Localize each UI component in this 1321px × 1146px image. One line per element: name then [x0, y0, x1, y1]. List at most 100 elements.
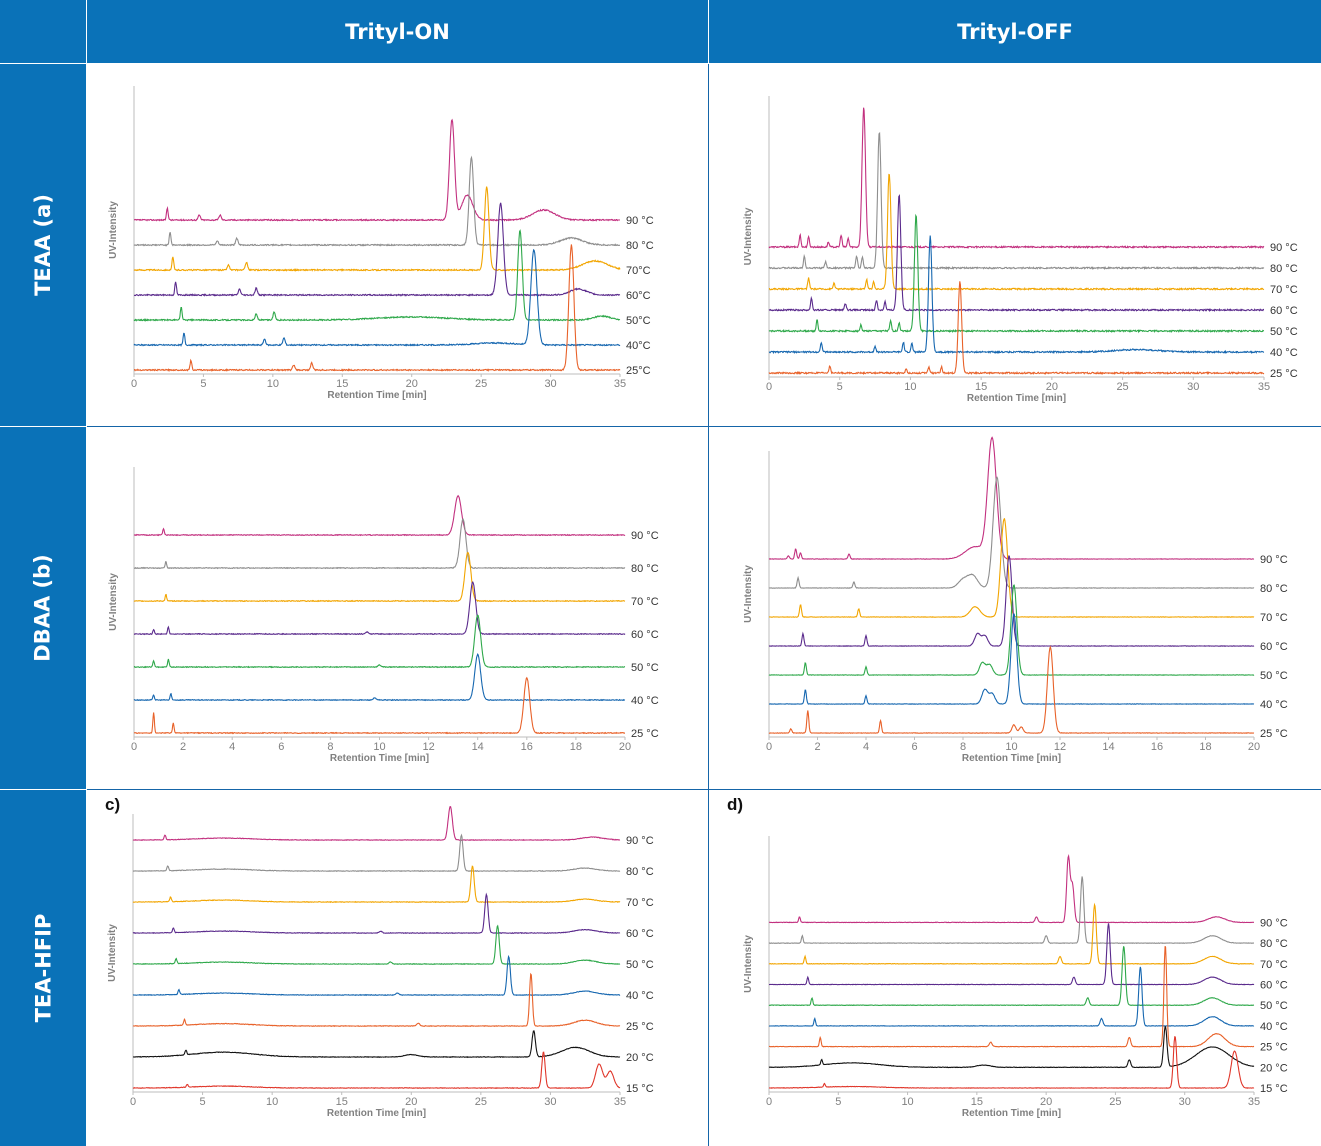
- series-line-70: [768, 902, 1255, 965]
- series-label: 60 °C: [631, 629, 659, 641]
- series-line-90: [768, 107, 1265, 249]
- row-header-label: TEAA (a): [31, 194, 56, 296]
- x-axis-title: Retention Time [min]: [962, 753, 1061, 764]
- x-tick-label: 2: [180, 741, 186, 753]
- series-label: 50 °C: [626, 959, 654, 971]
- series-line-90: [768, 436, 1255, 560]
- series-line-60: [768, 555, 1255, 647]
- chromatogram-chart: 0 5 10 15 20 25 30 35 Retention Time [min] UV-Int…: [105, 795, 654, 1119]
- series-line-90: [769, 853, 1254, 924]
- chart-cell-dbaa-trityl-on: 0 2 4 6 8 10 12 14 16 18 20 Retention Time [min] UV-…: [87, 427, 708, 789]
- row-header-label: TEA-HFIP: [31, 913, 56, 1023]
- chart-cell-dbaa-trityl-off: 0 2 4 6 8 10 12 14 16 18 20 Retention Time [min] UV-…: [709, 427, 1321, 789]
- series-label: 40 °C: [1260, 699, 1288, 711]
- series-label: 25°C: [626, 365, 651, 377]
- x-tick-label: 20: [619, 741, 631, 753]
- series-label: 80 °C: [1260, 938, 1288, 950]
- series-label: 15 °C: [626, 1083, 654, 1095]
- grid-line: [708, 64, 709, 1146]
- x-tick-label: 14: [1102, 741, 1114, 753]
- column-header-trityl-off: Trityl-OFF: [709, 0, 1321, 63]
- series-line-40: [768, 235, 1265, 355]
- series-label: 80 °C: [626, 240, 654, 252]
- series-label: 50 °C: [1260, 1000, 1288, 1012]
- x-tick-label: 20: [1046, 381, 1058, 393]
- series-line-60: [768, 194, 1264, 313]
- x-tick-label: 10: [373, 741, 385, 753]
- series-label: 70 °C: [1260, 612, 1288, 624]
- x-tick-label: 30: [544, 378, 556, 390]
- series-line-60: [769, 923, 1255, 986]
- series-label: 60°C: [626, 290, 651, 302]
- x-tick-label: 0: [131, 378, 137, 390]
- x-tick-label: 30: [1179, 1096, 1191, 1108]
- series-line-90: [132, 805, 621, 842]
- series-label: 60 °C: [1260, 980, 1288, 992]
- series-label: 25 °C: [1260, 728, 1288, 740]
- x-axis-title: Retention Time [min]: [330, 753, 429, 764]
- series-label: 70 °C: [1270, 284, 1298, 296]
- column-header-trityl-on: Trityl-ON: [87, 0, 708, 63]
- series-line-15: [768, 1036, 1255, 1089]
- series-label: 25 °C: [631, 728, 659, 740]
- panel-label: c): [105, 795, 120, 814]
- chart-cell-teaa-trityl-on: 0 5 10 15 20 25 30 35 Retention Time [min] UV-Int…: [87, 64, 708, 426]
- grid-line: [87, 789, 1321, 790]
- series-line-70: [769, 173, 1265, 292]
- x-axis-title: Retention Time [min]: [327, 390, 426, 401]
- series-label: 50 °C: [631, 662, 659, 674]
- series-label: 80 °C: [626, 866, 654, 878]
- row-header-dbaa: DBAA (b): [0, 427, 86, 789]
- row-header-teaa: TEAA (a): [0, 64, 86, 426]
- chromatogram-chart: 0 5 10 15 20 25 30 35 Retention Time [min] UV-Int…: [727, 795, 1288, 1119]
- chromatogram-chart: 0 5 10 15 20 25 30 35 Retention Time [min] UV-Int…: [108, 86, 654, 401]
- y-axis-title: UV-Intensity: [108, 201, 119, 259]
- series-line-25: [768, 281, 1265, 376]
- series-label: 60 °C: [626, 928, 654, 940]
- series-line-80: [768, 476, 1255, 589]
- x-axis-title: Retention Time [min]: [967, 393, 1066, 404]
- series-label: 70 °C: [631, 596, 659, 608]
- series-label: 25 °C: [1270, 368, 1298, 380]
- x-tick-label: 20: [405, 1096, 417, 1108]
- x-tick-label: 6: [278, 741, 284, 753]
- x-tick-label: 25: [1109, 1096, 1121, 1108]
- series-label: 60 °C: [1260, 641, 1288, 653]
- row-header-label: DBAA (b): [31, 554, 56, 662]
- y-axis-title: UV-Intensity: [743, 935, 754, 993]
- x-tick-label: 6: [911, 741, 917, 753]
- x-tick-label: 16: [521, 741, 533, 753]
- series-line-25: [769, 945, 1255, 1048]
- series-line-80: [132, 833, 621, 873]
- x-tick-label: 5: [837, 381, 843, 393]
- series-line-15: [132, 1051, 621, 1090]
- chromatogram-chart: 0 2 4 6 8 10 12 14 16 18 20 Retention Time [min] UV-…: [108, 467, 659, 764]
- x-tick-label: 0: [766, 1096, 772, 1108]
- series-line-40: [769, 613, 1255, 705]
- grid-line: [87, 426, 1321, 427]
- series-label: 40 °C: [626, 990, 654, 1002]
- series-line-90: [134, 118, 620, 222]
- series-line-80: [768, 876, 1254, 945]
- x-tick-label: 0: [131, 741, 137, 753]
- x-tick-label: 10: [1005, 741, 1017, 753]
- series-label: 60 °C: [1270, 305, 1298, 317]
- series-line-25: [132, 972, 621, 1028]
- series-label: 40 °C: [1260, 1021, 1288, 1033]
- series-line-70: [133, 551, 626, 603]
- series-label: 90 °C: [1260, 917, 1288, 929]
- x-tick-label: 8: [960, 741, 966, 753]
- x-tick-label: 4: [229, 741, 235, 753]
- x-tick-label: 15: [336, 378, 348, 390]
- x-tick-label: 0: [130, 1096, 136, 1108]
- x-tick-label: 0: [766, 741, 772, 753]
- series-label: 70°C: [626, 265, 651, 277]
- x-tick-label: 5: [835, 1096, 841, 1108]
- series-line-50: [768, 946, 1255, 1007]
- x-tick-label: 10: [267, 378, 279, 390]
- series-label: 90 °C: [626, 215, 654, 227]
- series-label: 40 °C: [1270, 347, 1298, 359]
- x-tick-label: 30: [544, 1096, 556, 1108]
- x-tick-label: 5: [200, 378, 206, 390]
